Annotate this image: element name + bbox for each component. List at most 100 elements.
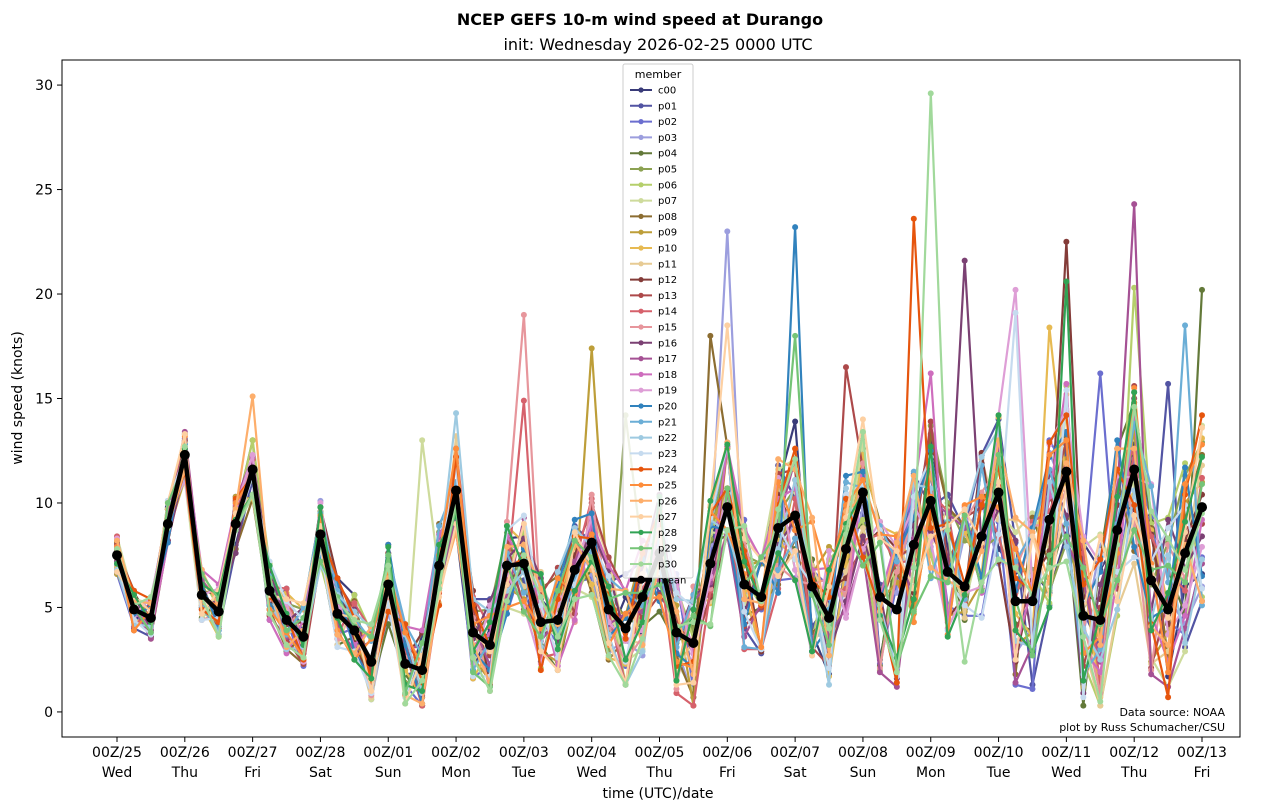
series-point-p29 bbox=[164, 499, 171, 506]
series-point-p28 bbox=[1046, 604, 1053, 611]
legend-label: p21 bbox=[658, 417, 677, 428]
x-tick-label: 00Z/05 bbox=[635, 745, 685, 761]
mean-point bbox=[874, 592, 885, 603]
series-point-p26 bbox=[910, 472, 917, 479]
chart-subtitle: init: Wednesday 2026-02-25 0000 UTC bbox=[503, 35, 812, 54]
mean-point bbox=[264, 585, 275, 596]
series-point-p30 bbox=[351, 616, 358, 623]
series-point-p23 bbox=[1131, 554, 1138, 561]
series-point-p28 bbox=[351, 656, 358, 663]
series-point-p29 bbox=[758, 554, 765, 561]
series-point-p24 bbox=[978, 502, 985, 509]
legend-label: p11 bbox=[658, 259, 677, 270]
series-point-p28 bbox=[385, 543, 392, 550]
series-point-p29 bbox=[419, 639, 426, 646]
series-point-p24 bbox=[1131, 502, 1138, 509]
legend-marker bbox=[637, 575, 645, 584]
series-point-p15 bbox=[520, 311, 527, 318]
series-point-p26 bbox=[1114, 445, 1121, 452]
mean-point bbox=[1010, 596, 1021, 607]
mean-point bbox=[705, 558, 716, 569]
series-point-p27 bbox=[859, 416, 866, 423]
series-point-p30 bbox=[859, 428, 866, 435]
series-point-p21 bbox=[910, 468, 917, 475]
series-point-p16 bbox=[1097, 581, 1104, 588]
legend-marker bbox=[638, 435, 644, 441]
series-point-p25 bbox=[1012, 545, 1019, 552]
x-tick-day: Fri bbox=[719, 765, 736, 781]
series-point-p30 bbox=[419, 677, 426, 684]
series-point-p30 bbox=[792, 456, 799, 463]
series-point-p27 bbox=[1114, 598, 1121, 605]
y-tick-label: 15 bbox=[35, 392, 53, 408]
series-point-p28 bbox=[927, 443, 934, 450]
series-point-p27 bbox=[724, 322, 731, 329]
series-point-p30 bbox=[300, 654, 307, 661]
mean-point bbox=[1146, 575, 1157, 586]
series-point-p25 bbox=[402, 629, 409, 636]
series-point-p30 bbox=[724, 527, 731, 534]
legend-label: p12 bbox=[658, 275, 677, 286]
series-point-p26 bbox=[775, 456, 782, 463]
series-point-p11 bbox=[1131, 560, 1138, 567]
series-point-p22 bbox=[639, 648, 646, 655]
y-tick-label: 25 bbox=[35, 183, 53, 199]
series-point-p30 bbox=[775, 506, 782, 513]
series-point-p03 bbox=[724, 228, 731, 235]
series-point-p25 bbox=[1165, 669, 1172, 676]
series-point-p04 bbox=[1199, 286, 1205, 293]
mean-point bbox=[807, 581, 818, 592]
x-tick-day: Fri bbox=[244, 765, 261, 781]
series-point-p20 bbox=[1131, 543, 1138, 550]
x-tick-day: Wed bbox=[1051, 765, 1082, 781]
series-point-p08 bbox=[707, 332, 714, 339]
x-tick-label: 00Z/04 bbox=[567, 745, 617, 761]
series-point-p27 bbox=[114, 568, 120, 575]
series-point-p11 bbox=[1097, 702, 1104, 709]
credit-source: Data source: NOAA bbox=[1119, 706, 1225, 719]
series-point-p27 bbox=[571, 529, 578, 536]
series-point-p29 bbox=[1029, 652, 1036, 659]
x-tick-day: Sat bbox=[309, 765, 332, 781]
series-point-p29 bbox=[656, 581, 663, 588]
series-point-p22 bbox=[1097, 656, 1104, 663]
series-point-p30 bbox=[181, 443, 188, 450]
legend-label: p17 bbox=[658, 354, 677, 365]
mean-point bbox=[1095, 614, 1106, 625]
series-point-p24 bbox=[910, 215, 917, 222]
series-point-p29 bbox=[147, 629, 154, 636]
series-point-p04 bbox=[656, 608, 663, 615]
series-point-p28 bbox=[571, 587, 578, 594]
mean-point bbox=[773, 523, 784, 534]
series-point-p16 bbox=[927, 529, 934, 536]
mean-point bbox=[179, 449, 190, 460]
series-point-p13 bbox=[927, 418, 934, 425]
mean-point bbox=[213, 606, 224, 617]
series-point-p27 bbox=[1012, 656, 1019, 663]
series-point-p25 bbox=[130, 627, 137, 634]
legend-marker bbox=[638, 198, 644, 204]
series-point-p27 bbox=[554, 667, 561, 674]
series-point-p15 bbox=[673, 685, 680, 692]
series-point-p06 bbox=[351, 591, 358, 598]
series-point-p21 bbox=[741, 644, 748, 651]
series-point-p28 bbox=[317, 504, 324, 511]
series-point-p19 bbox=[1012, 286, 1019, 293]
series-point-p28 bbox=[741, 558, 748, 565]
mean-point bbox=[484, 640, 495, 651]
series-point-p23 bbox=[842, 491, 849, 498]
y-axis-label: wind speed (knots) bbox=[10, 331, 26, 465]
x-tick-day: Sun bbox=[375, 765, 402, 781]
mean-point bbox=[925, 495, 936, 506]
series-point-p26 bbox=[1029, 529, 1036, 536]
series-point-p26 bbox=[249, 393, 256, 400]
mean-point bbox=[162, 518, 173, 529]
series-point-p28 bbox=[368, 675, 375, 682]
series-point-p28 bbox=[605, 583, 612, 590]
legend-item-p30: p30 bbox=[630, 560, 677, 571]
mean-point bbox=[688, 637, 699, 648]
mean-point bbox=[671, 627, 682, 638]
x-axis: 00Z/25 Wed 00Z/26 Thu 00Z/27 Fri 00Z/28 Sat 00Z/… bbox=[92, 737, 1227, 781]
mean-point bbox=[1061, 466, 1072, 477]
series-point-p26 bbox=[537, 585, 544, 592]
